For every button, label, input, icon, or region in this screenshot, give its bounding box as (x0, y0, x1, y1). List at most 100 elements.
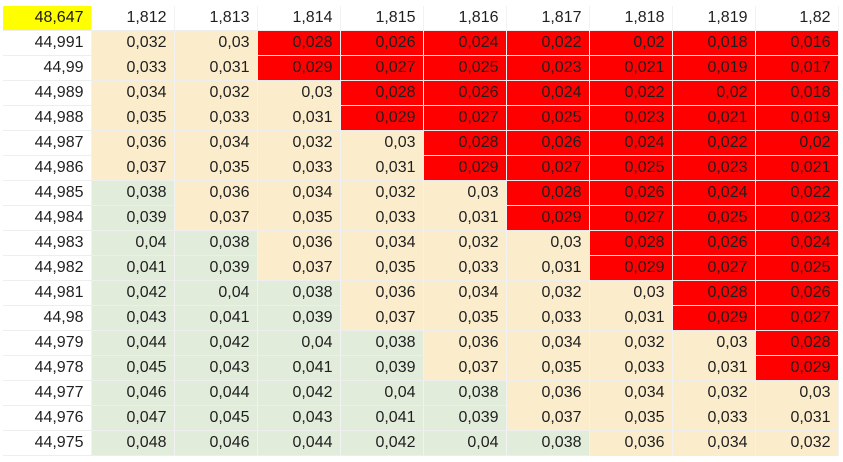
value-cell[interactable]: 0,025 (506, 105, 590, 132)
value-cell[interactable]: 0,043 (257, 405, 341, 432)
value-cell[interactable]: 0,041 (340, 405, 424, 432)
value-cell[interactable]: 0,036 (340, 280, 424, 307)
value-cell[interactable]: 0,026 (589, 180, 673, 207)
value-cell[interactable]: 0,035 (589, 405, 673, 432)
value-cell[interactable]: 0,038 (257, 280, 341, 307)
row-label-cell[interactable]: 44,979 (3, 330, 92, 357)
value-cell[interactable]: 0,024 (506, 80, 590, 107)
row-label-cell[interactable]: 44,986 (3, 155, 92, 182)
value-cell[interactable]: 0,037 (340, 305, 424, 332)
value-cell[interactable]: 0,036 (589, 430, 673, 457)
value-cell[interactable]: 0,02 (755, 130, 839, 157)
value-cell[interactable]: 0,032 (340, 180, 424, 207)
row-label-cell[interactable]: 44,982 (3, 255, 92, 282)
value-cell[interactable]: 0,02 (589, 30, 673, 57)
value-cell[interactable]: 0,036 (174, 180, 258, 207)
value-cell[interactable]: 0,044 (257, 430, 341, 457)
row-label-cell[interactable]: 44,976 (3, 405, 92, 432)
value-cell[interactable]: 0,046 (174, 430, 258, 457)
value-cell[interactable]: 0,033 (174, 105, 258, 132)
value-cell[interactable]: 0,026 (506, 130, 590, 157)
value-cell[interactable]: 0,046 (91, 380, 175, 407)
value-cell[interactable]: 0,033 (672, 405, 756, 432)
value-cell[interactable]: 0,033 (506, 305, 590, 332)
value-cell[interactable]: 0,03 (257, 80, 341, 107)
value-cell[interactable]: 0,04 (91, 230, 175, 257)
row-label-cell[interactable]: 44,98 (3, 305, 92, 332)
column-header-cell[interactable]: 1,818 (589, 6, 673, 32)
row-label-cell[interactable]: 44,991 (3, 30, 92, 57)
value-cell[interactable]: 0,024 (672, 180, 756, 207)
value-cell[interactable]: 0,036 (506, 380, 590, 407)
row-label-cell[interactable]: 44,988 (3, 105, 92, 132)
value-cell[interactable]: 0,024 (755, 230, 839, 257)
value-cell[interactable]: 0,023 (506, 55, 590, 82)
value-cell[interactable]: 0,018 (755, 80, 839, 107)
value-cell[interactable]: 0,033 (589, 355, 673, 382)
value-cell[interactable]: 0,017 (755, 55, 839, 82)
value-cell[interactable]: 0,042 (257, 380, 341, 407)
row-label-cell[interactable]: 44,985 (3, 180, 92, 207)
value-cell[interactable]: 0,031 (340, 155, 424, 182)
value-cell[interactable]: 0,019 (755, 105, 839, 132)
value-cell[interactable]: 0,048 (91, 430, 175, 457)
value-cell[interactable]: 0,031 (755, 405, 839, 432)
column-header-cell[interactable]: 1,814 (257, 6, 341, 32)
value-cell[interactable]: 0,045 (174, 405, 258, 432)
value-cell[interactable]: 0,038 (506, 430, 590, 457)
value-cell[interactable]: 0,027 (340, 55, 424, 82)
value-cell[interactable]: 0,022 (672, 130, 756, 157)
value-cell[interactable]: 0,029 (589, 255, 673, 282)
value-cell[interactable]: 0,033 (91, 55, 175, 82)
value-cell[interactable]: 0,026 (755, 280, 839, 307)
value-cell[interactable]: 0,033 (423, 255, 507, 282)
corner-cell[interactable]: 48,647 (3, 6, 92, 32)
value-cell[interactable]: 0,027 (506, 155, 590, 182)
value-cell[interactable]: 0,035 (340, 255, 424, 282)
value-cell[interactable]: 0,028 (755, 330, 839, 357)
value-cell[interactable]: 0,023 (672, 155, 756, 182)
value-cell[interactable]: 0,022 (506, 30, 590, 57)
value-cell[interactable]: 0,023 (589, 105, 673, 132)
value-cell[interactable]: 0,045 (91, 355, 175, 382)
value-cell[interactable]: 0,034 (672, 430, 756, 457)
value-cell[interactable]: 0,025 (755, 255, 839, 282)
value-cell[interactable]: 0,027 (672, 255, 756, 282)
value-cell[interactable]: 0,027 (755, 305, 839, 332)
value-cell[interactable]: 0,031 (423, 205, 507, 232)
value-cell[interactable]: 0,047 (91, 405, 175, 432)
value-cell[interactable]: 0,03 (589, 280, 673, 307)
value-cell[interactable]: 0,039 (423, 405, 507, 432)
value-cell[interactable]: 0,041 (91, 255, 175, 282)
value-cell[interactable]: 0,035 (257, 205, 341, 232)
value-cell[interactable]: 0,035 (174, 155, 258, 182)
value-cell[interactable]: 0,03 (755, 380, 839, 407)
value-cell[interactable]: 0,031 (257, 105, 341, 132)
value-cell[interactable]: 0,037 (506, 405, 590, 432)
value-cell[interactable]: 0,03 (423, 180, 507, 207)
value-cell[interactable]: 0,02 (672, 80, 756, 107)
value-cell[interactable]: 0,043 (91, 305, 175, 332)
value-cell[interactable]: 0,031 (672, 355, 756, 382)
value-cell[interactable]: 0,025 (672, 205, 756, 232)
value-cell[interactable]: 0,029 (672, 305, 756, 332)
value-cell[interactable]: 0,034 (340, 230, 424, 257)
row-label-cell[interactable]: 44,977 (3, 380, 92, 407)
value-cell[interactable]: 0,04 (340, 380, 424, 407)
value-cell[interactable]: 0,03 (340, 130, 424, 157)
value-cell[interactable]: 0,03 (672, 330, 756, 357)
value-cell[interactable]: 0,016 (755, 30, 839, 57)
value-cell[interactable]: 0,043 (174, 355, 258, 382)
column-header-cell[interactable]: 1,817 (506, 6, 590, 32)
value-cell[interactable]: 0,028 (506, 180, 590, 207)
value-cell[interactable]: 0,041 (174, 305, 258, 332)
value-cell[interactable]: 0,035 (506, 355, 590, 382)
value-cell[interactable]: 0,038 (423, 380, 507, 407)
value-cell[interactable]: 0,024 (423, 30, 507, 57)
column-header-cell[interactable]: 1,813 (174, 6, 258, 32)
value-cell[interactable]: 0,037 (174, 205, 258, 232)
value-cell[interactable]: 0,042 (91, 280, 175, 307)
value-cell[interactable]: 0,034 (91, 80, 175, 107)
column-header-cell[interactable]: 1,819 (672, 6, 756, 32)
value-cell[interactable]: 0,026 (340, 30, 424, 57)
